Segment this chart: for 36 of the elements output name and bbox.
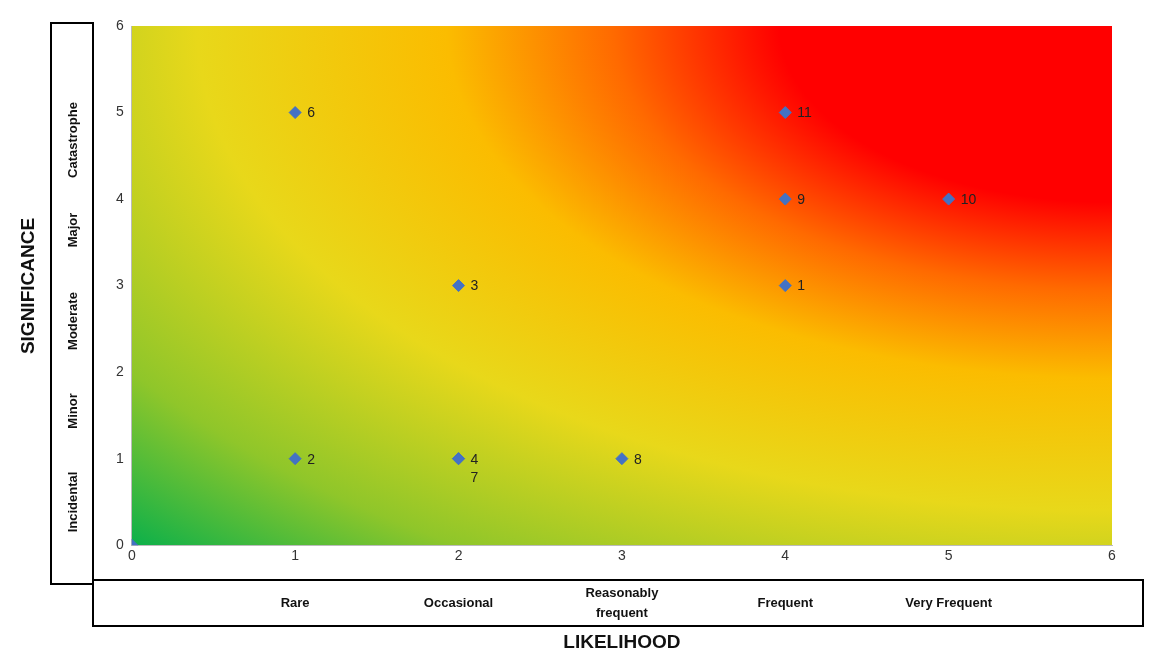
text: 11 bbox=[797, 104, 812, 121]
text: 9 bbox=[797, 190, 806, 207]
text: Rare bbox=[279, 594, 311, 613]
text: 6 bbox=[307, 104, 315, 121]
y-tick-label: 2 bbox=[115, 362, 124, 379]
x-tick-label: 1 bbox=[291, 547, 300, 564]
text: Incidental bbox=[64, 471, 80, 533]
text: 7 bbox=[470, 468, 479, 485]
text: Reasonably frequent bbox=[584, 584, 660, 623]
text: Occasional bbox=[422, 594, 495, 613]
y-tick-label: 6 bbox=[115, 16, 124, 33]
x-tick-label: 5 bbox=[944, 547, 953, 564]
y-tick-label: 1 bbox=[115, 449, 124, 466]
y-axis-title: SIGNIFICANCE bbox=[17, 217, 39, 354]
text: 3 bbox=[470, 277, 479, 294]
x-tick-label: 0 bbox=[127, 547, 136, 564]
text: 1 bbox=[797, 277, 806, 294]
y-tick-label: 4 bbox=[115, 189, 124, 206]
y-tick-label: 0 bbox=[115, 536, 124, 553]
x-axis-title: LIKELIHOOD bbox=[562, 631, 682, 648]
text: Catastrophe bbox=[64, 101, 80, 178]
text: 2 bbox=[307, 450, 315, 467]
text: Very Frequent bbox=[904, 594, 993, 613]
text: Major bbox=[64, 212, 80, 248]
text: Frequent bbox=[756, 594, 815, 613]
y-tick-label: 3 bbox=[115, 276, 124, 293]
text: 8 bbox=[633, 450, 642, 467]
text: 4 bbox=[470, 450, 479, 467]
x-tick-label: 2 bbox=[454, 547, 463, 564]
text: Moderate bbox=[64, 291, 80, 350]
x-tick-label: 3 bbox=[617, 547, 626, 564]
y-tick-label: 5 bbox=[115, 103, 124, 120]
x-tick-label: 6 bbox=[1108, 547, 1117, 564]
text: 10 bbox=[960, 190, 977, 207]
text: Minor bbox=[64, 393, 80, 430]
x-tick-label: 4 bbox=[781, 547, 790, 564]
